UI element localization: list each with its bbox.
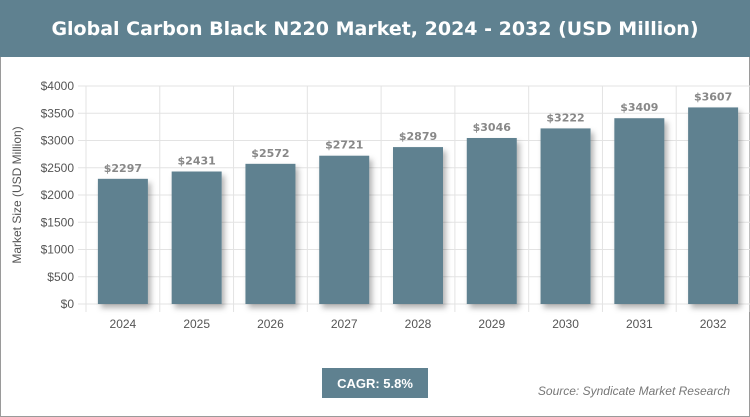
bar-2031: [614, 118, 665, 304]
y-tick-label: $0: [61, 297, 75, 311]
x-tick-label: 2032: [700, 317, 727, 331]
y-tick-label: $2000: [41, 188, 75, 202]
y-tick-label: $1000: [41, 243, 75, 257]
data-label: $2721: [325, 139, 363, 152]
bar-2030: [540, 128, 591, 304]
chart-title: Global Carbon Black N220 Market, 2024 - …: [0, 0, 750, 57]
cagr-badge: CAGR: 5.8%: [322, 368, 428, 398]
y-tick-label: $4000: [41, 79, 75, 93]
x-tick-label: 2026: [257, 317, 284, 331]
x-tick-label: 2030: [552, 317, 579, 331]
x-tick-label: 2028: [405, 317, 432, 331]
y-tick-label: $1500: [41, 215, 75, 229]
y-tick-label: $500: [47, 270, 74, 284]
y-axis-label: Market Size (USD Million): [10, 126, 24, 263]
bar-2028: [393, 147, 443, 304]
data-label: $3046: [473, 121, 512, 134]
source-note: Source: Syndicate Market Research: [537, 384, 730, 398]
x-tick-label: 2031: [626, 317, 653, 331]
x-tick-label: 2029: [478, 317, 505, 331]
y-tick-label: $3500: [41, 106, 75, 120]
data-label: $3222: [546, 111, 584, 124]
x-tick-label: 2024: [110, 317, 137, 331]
data-label: $2572: [251, 147, 289, 160]
x-tick-label: 2027: [331, 317, 358, 331]
bar-2032: [688, 107, 739, 304]
bar-2025: [171, 171, 222, 304]
x-tick-label: 2025: [183, 317, 210, 331]
data-label: $2297: [104, 162, 142, 175]
data-label: $2879: [399, 130, 437, 143]
bar-2024: [97, 178, 148, 304]
bar-2027: [319, 155, 370, 304]
data-label: $3607: [694, 90, 732, 103]
y-tick-label: $3000: [41, 134, 75, 148]
bar-2026: [245, 163, 296, 304]
data-label: $2431: [178, 155, 216, 168]
data-label: $3409: [620, 101, 658, 114]
y-tick-label: $2500: [41, 161, 75, 175]
bar-2029: [466, 137, 517, 304]
